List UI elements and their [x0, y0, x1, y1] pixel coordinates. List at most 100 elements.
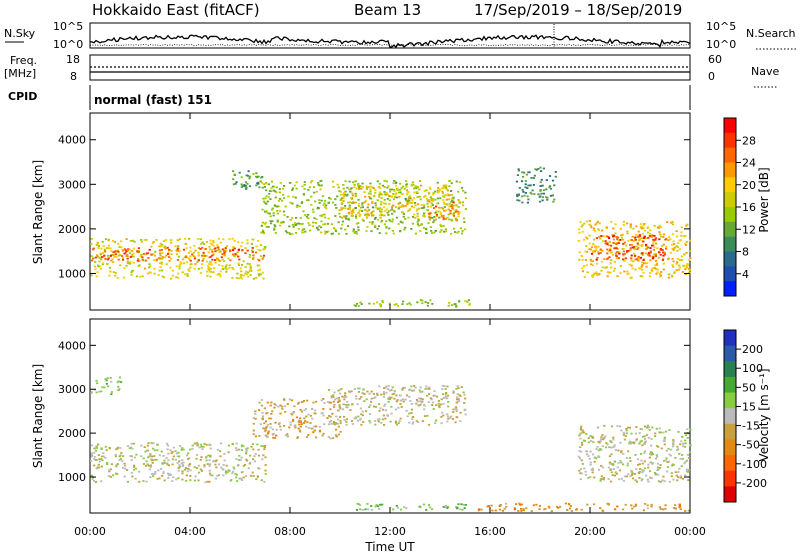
scatter-cell-0-1 — [182, 248, 186, 251]
scatter-cell-0-7 — [526, 195, 529, 198]
scatter-cell-0-1 — [141, 258, 144, 261]
scatter-cell-1-2 — [383, 424, 386, 426]
scatter-cell-0-0 — [175, 276, 178, 278]
scatter-cell-1-2 — [424, 388, 427, 390]
scatter-cell-1-6 — [589, 463, 592, 466]
scatter-cell-0-3 — [399, 182, 402, 185]
scatter-cell-0-3 — [450, 233, 453, 235]
scatter-cell-1-6 — [658, 431, 661, 434]
scatter-cell-1-0 — [239, 477, 242, 480]
scatter-cell-1-4 — [459, 508, 462, 511]
scatter-cell-0-3 — [289, 218, 293, 221]
colorbar-swatch — [724, 470, 736, 487]
scatter-cell-0-3 — [300, 202, 303, 205]
scatter-cell-0-8 — [681, 271, 684, 273]
scatter-cell-0-8 — [667, 239, 670, 242]
scatter-cell-0-7 — [537, 168, 540, 170]
scatter-cell-0-4 — [448, 194, 451, 197]
scatter-cell-1-1 — [295, 416, 298, 419]
scatter-cell-0-8 — [632, 227, 635, 230]
scatter-cell-0-3 — [338, 190, 341, 192]
scatter-cell-0-0 — [100, 247, 103, 250]
scatter-cell-0-3 — [457, 199, 460, 201]
scatter-cell-0-8 — [612, 270, 616, 272]
scatter-cell-0-4 — [351, 214, 354, 217]
scatter-cell-0-8 — [678, 239, 681, 242]
scatter-cell-0-0 — [187, 268, 190, 271]
scatter-cell-0-0 — [250, 269, 253, 272]
scatter-cell-0-8 — [626, 222, 629, 225]
scatter-cell-0-4 — [392, 204, 395, 207]
scatter-cell-0-8 — [593, 238, 596, 241]
nsearch-tick-top: 10^5 — [706, 20, 736, 33]
scatter-cell-1-1 — [333, 406, 336, 408]
scatter-cell-0-3 — [362, 219, 365, 222]
scatter-cell-1-2 — [369, 404, 372, 407]
scatter-cell-0-3 — [374, 224, 377, 227]
scatter-cell-0-6 — [388, 302, 391, 305]
scatter-cell-0-7 — [518, 199, 521, 202]
scatter-cell-0-8 — [685, 241, 688, 243]
scatter-cell-0-3 — [288, 232, 291, 234]
scatter-cell-0-8 — [613, 267, 617, 270]
scatter-cell-0-4 — [365, 199, 368, 202]
scatter-cell-0-3 — [275, 205, 279, 208]
scatter-cell-0-3 — [364, 214, 367, 216]
scatter-cell-1-0 — [235, 476, 238, 479]
scatter-cell-0-7 — [554, 175, 557, 178]
scatter-cell-1-0 — [124, 467, 127, 470]
scatter-cell-0-0 — [244, 266, 247, 268]
scatter-cell-0-8 — [588, 242, 591, 245]
scatter-cell-1-2 — [374, 420, 377, 422]
scatter-cell-0-8 — [649, 272, 652, 274]
scatter-cell-1-6 — [679, 475, 682, 477]
scatter-cell-1-4 — [396, 506, 400, 509]
scatter-cell-0-7 — [539, 185, 542, 187]
scatter-cell-1-0 — [93, 455, 96, 458]
scatter-cell-0-6 — [431, 303, 434, 305]
scatter-cell-1-0 — [245, 458, 248, 461]
scatter-cell-1-0 — [180, 448, 183, 451]
scatter-cell-1-2 — [358, 398, 361, 400]
scatter-cell-1-0 — [116, 447, 119, 450]
scatter-cell-1-6 — [667, 460, 671, 463]
scatter-cell-0-3 — [274, 225, 277, 228]
scatter-cell-0-8 — [670, 275, 674, 278]
scatter-cell-0-8 — [581, 267, 584, 270]
scatter-cell-1-0 — [133, 466, 136, 468]
scatter-cell-0-4 — [350, 210, 353, 213]
scatter-cell-0-1 — [130, 255, 133, 258]
scatter-cell-0-0 — [160, 257, 163, 260]
scatter-cell-1-6 — [676, 479, 679, 482]
scatter-cell-0-8 — [641, 261, 644, 264]
scatter-cell-0-4 — [354, 201, 358, 204]
scatter-cell-1-6 — [638, 463, 641, 465]
scatter-cell-1-1 — [321, 434, 324, 437]
freq-tick-top: 18 — [66, 53, 80, 66]
scatter-cell-0-8 — [629, 277, 632, 279]
scatter-cell-0-3 — [318, 199, 321, 201]
scatter-cell-1-6 — [663, 443, 666, 446]
scatter-cell-0-3 — [366, 225, 369, 228]
scatter-cell-0-0 — [197, 238, 200, 240]
scatter-cell-0-0 — [212, 271, 215, 273]
scatter-cell-0-3 — [277, 200, 280, 202]
scatter-cell-0-8 — [588, 248, 591, 251]
scatter-cell-0-0 — [94, 268, 97, 271]
scatter-cell-1-2 — [454, 406, 458, 409]
scatter-cell-0-5 — [451, 207, 454, 210]
scatter-cell-1-6 — [609, 469, 612, 471]
scatter-cell-1-2 — [452, 408, 455, 411]
scatter-cell-0-7 — [546, 198, 549, 201]
scatter-cell-1-5 — [494, 509, 497, 512]
scatter-cell-0-1 — [110, 259, 113, 262]
scatter-cell-1-1 — [267, 431, 270, 434]
scatter-cell-1-2 — [356, 419, 359, 422]
scatter-cell-0-8 — [595, 272, 598, 275]
scatter-cell-0-1 — [158, 257, 161, 260]
scatter-cell-1-2 — [342, 408, 345, 411]
scatter-cell-1-5 — [601, 509, 604, 512]
scatter-cell-1-0 — [188, 465, 191, 467]
scatter-cell-0-3 — [289, 201, 292, 204]
scatter-cell-0-0 — [223, 260, 226, 263]
